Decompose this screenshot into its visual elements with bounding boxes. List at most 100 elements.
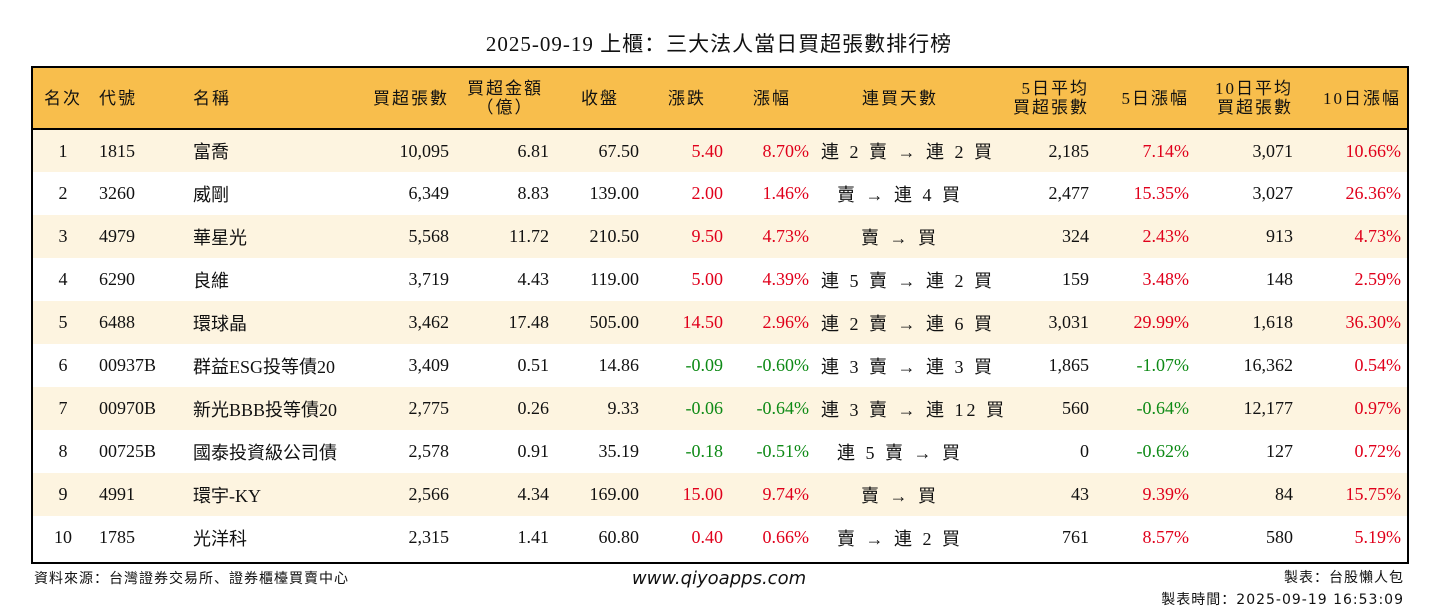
cell-net-buy-lots: 3,462: [408, 312, 450, 332]
cell-rank: 8: [58, 441, 68, 461]
ranking-table: 名次 代號 名稱 買超張數 買超金額 （億） 收盤 漲跌 漲幅 連買天數 5日平…: [33, 68, 1407, 559]
cell-avg5: 3,031: [1048, 312, 1090, 332]
col-header-close: 收盤: [581, 88, 619, 108]
cell-pct5: 29.99%: [1133, 312, 1190, 332]
cell-pct5: 7.14%: [1142, 140, 1190, 161]
cell-code: 6290: [99, 269, 135, 289]
cell-change: 5.40: [691, 140, 724, 161]
cell-close: 9.33: [607, 398, 640, 418]
cell-pct10: 0.72%: [1354, 441, 1402, 461]
page-title: 2025-09-19 上櫃：三大法人當日買超張數排行榜: [485, 32, 953, 56]
cell-avg10: 12,177: [1243, 398, 1294, 418]
cell-name: 威剛: [193, 184, 229, 205]
cell-change: 9.50: [691, 226, 724, 246]
cell-name: 環宇-KY: [193, 485, 261, 506]
cell-avg10: 3,071: [1252, 140, 1294, 161]
cell-change-pct: -0.64%: [756, 398, 810, 418]
cell-change: 5.00: [691, 269, 724, 289]
table-row[interactable]: 9 4991 環宇-KY 2,566 4.34 169.00 15.00 9.74% 賣 → 買…: [33, 473, 1407, 516]
table-row[interactable]: 5 6488 環球晶 3,462 17.48 505.00 14.50 2.96% 連 2 賣 …: [33, 301, 1407, 344]
website-link[interactable]: www.qiyoapps.com: [631, 568, 807, 589]
cell-avg5: 761: [1062, 527, 1089, 547]
cell-avg5: 43: [1071, 484, 1089, 504]
cell-pct5: 9.39%: [1142, 484, 1190, 504]
cell-avg10: 16,362: [1243, 355, 1294, 375]
cell-change-pct: -0.60%: [756, 355, 810, 375]
cell-change-pct: 1.46%: [762, 183, 810, 203]
table-row[interactable]: 2 3260 威剛 6,349 8.83 139.00 2.00 1.46% 賣 → 連 4 買…: [33, 172, 1407, 215]
col-header-pct10: 10日漲幅: [1323, 88, 1401, 108]
cell-avg5: 1,865: [1048, 355, 1090, 375]
cell-net-buy-lots: 6,349: [408, 183, 450, 203]
cell-code: 6488: [99, 312, 135, 332]
cell-name: 環球晶: [193, 313, 247, 334]
cell-net-buy-lots: 10,095: [399, 140, 450, 161]
generated-timestamp: 製表時間：2025-09-19 16:53:09: [1161, 592, 1404, 608]
cell-code: 3260: [99, 183, 135, 203]
cell-close: 35.19: [598, 441, 640, 461]
cell-rank: 2: [58, 183, 68, 203]
col-header-rank: 名次: [44, 88, 82, 108]
cell-change-pct: 8.70%: [762, 140, 810, 161]
cell-code: 4991: [99, 484, 135, 504]
cell-rank: 5: [58, 312, 68, 332]
cell-change-pct: -0.51%: [756, 441, 810, 461]
cell-change: -0.18: [685, 441, 724, 461]
cell-net-buy-amount: 0.91: [517, 441, 550, 461]
cell-pct10: 0.54%: [1354, 355, 1402, 375]
cell-streak: 賣 → 連 4 買: [837, 184, 963, 205]
cell-close: 169.00: [589, 484, 640, 504]
cell-close: 60.80: [598, 527, 640, 547]
cell-pct10: 4.73%: [1354, 226, 1402, 246]
cell-avg10: 127: [1266, 441, 1293, 461]
cell-change: 2.00: [691, 183, 724, 203]
table-row[interactable]: 7 00970B 新光BBB投等債20 2,775 0.26 9.33 -0.06 -0.64…: [33, 387, 1407, 430]
cell-code: 1785: [99, 527, 135, 547]
table-row[interactable]: 4 6290 良維 3,719 4.43 119.00 5.00 4.39% 連 5 賣 → 連…: [33, 258, 1407, 301]
cell-change: 0.40: [691, 527, 724, 547]
table-header-row: 名次 代號 名稱 買超張數 買超金額 （億） 收盤 漲跌 漲幅 連買天數 5日平…: [33, 68, 1407, 129]
cell-net-buy-amount: 4.34: [517, 484, 550, 504]
cell-pct5: -0.64%: [1136, 398, 1190, 418]
cell-streak: 賣 → 買: [861, 485, 939, 506]
cell-close: 67.50: [598, 140, 640, 161]
cell-streak: 賣 → 買: [861, 227, 939, 248]
cell-net-buy-amount: 6.81: [517, 140, 550, 161]
cell-pct10: 5.19%: [1354, 527, 1402, 547]
cell-avg5: 2,185: [1048, 140, 1090, 161]
col-header-streak: 連買天數: [862, 88, 938, 108]
cell-close: 139.00: [589, 183, 640, 203]
table-row[interactable]: 1 1815 富喬 10,095 6.81 67.50 5.40 8.70% 連 2 賣 → 連…: [33, 129, 1407, 172]
col-header-net-buy-amount-line1: 買超金額: [467, 79, 543, 98]
cell-net-buy-lots: 2,315: [408, 527, 450, 547]
cell-avg10: 84: [1275, 484, 1293, 504]
cell-rank: 1: [58, 140, 68, 161]
table-row[interactable]: 6 00937B 群益ESG投等債20 3,409 0.51 14.86 -0.09 -0.6…: [33, 344, 1407, 387]
table-row[interactable]: 3 4979 華星光 5,568 11.72 210.50 9.50 4.73% 賣 → 買 32…: [33, 215, 1407, 258]
col-header-avg10: 10日平均 買超張數: [1195, 68, 1299, 129]
cell-code: 4979: [99, 226, 135, 246]
col-header-avg10-line1: 10日平均: [1215, 79, 1293, 98]
cell-net-buy-amount: 17.48: [508, 312, 550, 332]
table-row[interactable]: 8 00725B 國泰投資級公司債 2,578 0.91 35.19 -0.18 -0.51%…: [33, 430, 1407, 473]
cell-avg5: 159: [1062, 269, 1089, 289]
cell-pct5: -1.07%: [1136, 355, 1190, 375]
cell-change: -0.06: [685, 398, 724, 418]
cell-avg10: 580: [1266, 527, 1293, 547]
table-row[interactable]: 10 1785 光洋科 2,315 1.41 60.80 0.40 0.66% 賣 → 連 2 …: [33, 516, 1407, 559]
cell-net-buy-lots: 2,775: [408, 398, 450, 418]
cell-streak: 連 3 賣 → 連 12 買: [821, 399, 1007, 420]
col-header-change: 漲跌: [668, 88, 706, 108]
cell-name: 富喬: [193, 142, 229, 162]
ranking-table-container: 名次 代號 名稱 買超張數 買超金額 （億） 收盤 漲跌 漲幅 連買天數 5日平…: [31, 66, 1409, 564]
cell-net-buy-amount: 4.43: [517, 269, 550, 289]
cell-net-buy-lots: 2,566: [408, 484, 450, 504]
cell-pct5: 2.43%: [1142, 226, 1190, 246]
col-header-avg5-line2: 買超張數: [1013, 98, 1089, 117]
cell-close: 505.00: [589, 312, 640, 332]
cell-avg5: 0: [1080, 441, 1089, 461]
cell-code: 00970B: [99, 398, 157, 418]
cell-change-pct: 0.66%: [762, 527, 810, 547]
author: 製表：台股懶人包: [1284, 570, 1404, 586]
cell-pct10: 26.36%: [1345, 183, 1402, 203]
